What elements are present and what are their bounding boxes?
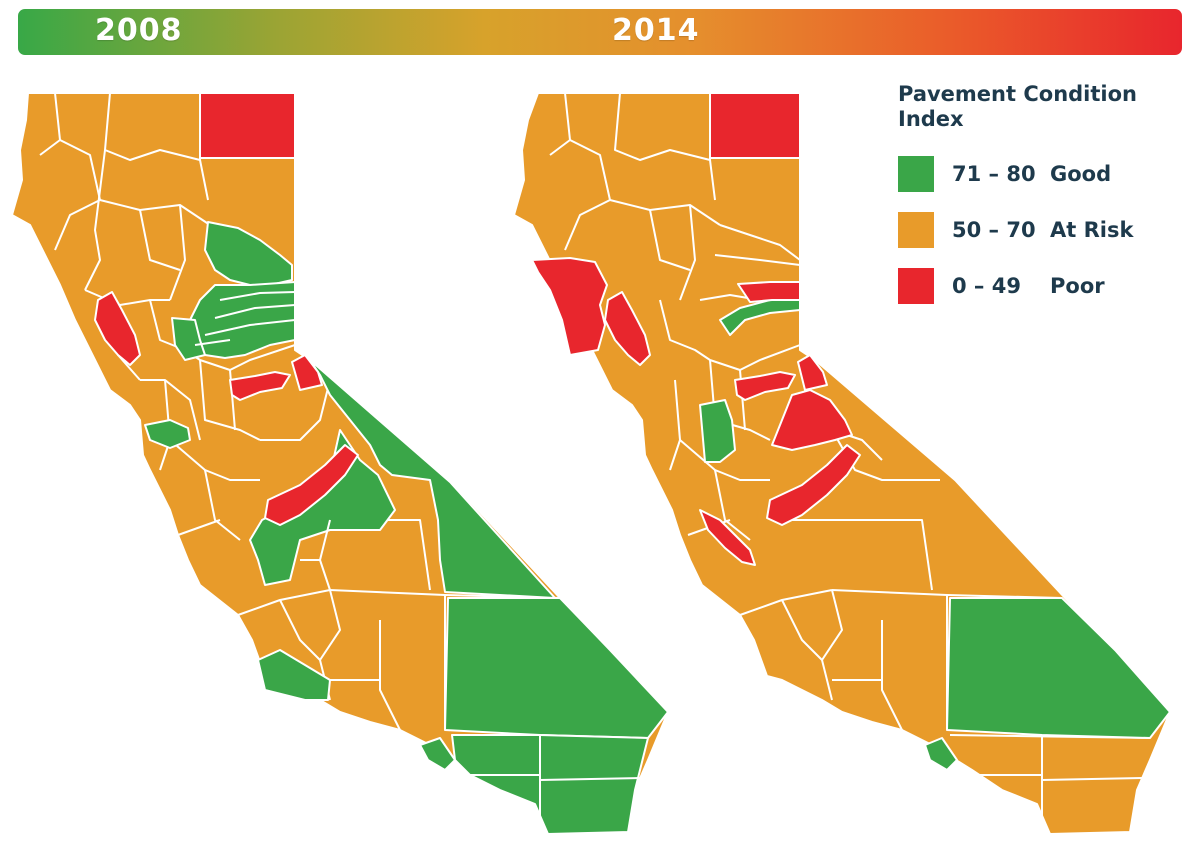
region-alpine — [797, 354, 828, 391]
region-stanislaus — [699, 399, 736, 463]
legend-label: Good — [1050, 162, 1112, 186]
region-marin-solano — [144, 419, 191, 449]
legend-swatch-poor — [898, 268, 934, 304]
region-ventura-la — [257, 649, 331, 701]
legend-swatch-good — [898, 156, 934, 192]
legend-range: 50 – 70 — [952, 218, 1036, 242]
region-sierra-nevada-foothills — [189, 281, 296, 359]
region-amador — [229, 371, 291, 401]
region-mendocino — [531, 257, 608, 356]
region-sierra — [737, 281, 801, 303]
region-orange — [419, 737, 456, 771]
region-tuolumne — [771, 389, 853, 451]
region-modoc — [199, 92, 296, 159]
region-orange — [924, 737, 958, 771]
region-san-bernardino — [444, 597, 669, 739]
region-nevada-placer — [719, 295, 801, 336]
california-map-2014 — [513, 92, 1171, 835]
legend-title: Pavement Condition Index — [898, 82, 1137, 131]
legend-item-at-risk: 50 – 70 At Risk — [898, 212, 1178, 248]
legend-label: Poor — [1050, 274, 1105, 298]
year-label-2008: 2008 — [95, 13, 183, 48]
legend-item-poor: 0 – 49 Poor — [898, 268, 1178, 304]
legend-item-good: 71 – 80 Good — [898, 156, 1178, 192]
region-modoc — [709, 92, 801, 159]
region-alpine — [291, 354, 323, 391]
region-san-benito — [699, 509, 756, 566]
legend-swatch-at-risk — [898, 212, 934, 248]
region-fresno-central — [264, 444, 359, 526]
region-riverside-imperial-san-diego — [451, 734, 649, 835]
region-yolo-sacramento — [171, 317, 206, 361]
region-lake — [604, 291, 651, 366]
legend-range: 71 – 80 — [952, 162, 1036, 186]
region-lake — [94, 291, 141, 366]
legend-range: 0 – 49 — [952, 274, 1021, 298]
california-map-2008 — [11, 92, 669, 835]
timeline-bar — [18, 9, 1182, 55]
legend-label: At Risk — [1050, 218, 1134, 242]
region-amador — [734, 371, 796, 401]
year-label-2014: 2014 — [612, 13, 700, 48]
region-fresno-central — [766, 444, 861, 526]
region-san-bernardino — [946, 597, 1171, 739]
legend: Pavement Condition Index 71 – 80 Good 50… — [898, 82, 1178, 304]
